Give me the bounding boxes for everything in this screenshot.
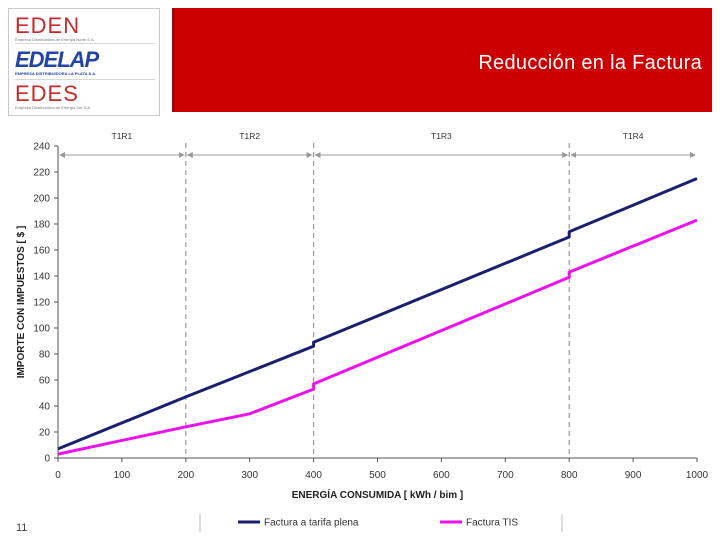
logo-divider bbox=[15, 79, 155, 80]
x-tick-label: 200 bbox=[177, 470, 194, 481]
x-tick-label: 0 bbox=[55, 470, 61, 481]
x-tick-label: 500 bbox=[369, 470, 386, 481]
edelap-logo-text: EDELAP bbox=[15, 47, 99, 72]
y-axis-title: IMPORTE CON IMPUESTOS [ $ ] bbox=[16, 226, 27, 379]
x-tick-label: 400 bbox=[305, 470, 322, 481]
logos-panel: EDEN Empresa Distribuidora de Energía No… bbox=[8, 8, 160, 116]
region-label: T1R3 bbox=[431, 131, 452, 141]
legend-label: Factura TIS bbox=[466, 518, 518, 529]
title-banner: Reducción en la Factura bbox=[172, 8, 712, 112]
eden-logo-text: EDEN bbox=[15, 13, 81, 38]
region-label: T1R4 bbox=[623, 131, 644, 141]
x-tick-label: 1000 bbox=[686, 470, 709, 481]
x-tick-label: 100 bbox=[114, 470, 131, 481]
region-label: T1R1 bbox=[112, 131, 133, 141]
y-tick-label: 160 bbox=[33, 246, 50, 257]
y-tick-label: 80 bbox=[39, 350, 51, 361]
y-tick-label: 220 bbox=[33, 168, 50, 179]
y-tick-label: 100 bbox=[33, 324, 50, 335]
y-tick-label: 120 bbox=[33, 298, 50, 309]
x-tick-label: 900 bbox=[625, 470, 642, 481]
x-tick-label: 700 bbox=[497, 470, 514, 481]
y-tick-label: 200 bbox=[33, 194, 50, 205]
series-line-tarifa-plena bbox=[57, 177, 698, 451]
x-axis-title: ENERGÍA CONSUMIDA [ kWh / bim ] bbox=[292, 488, 463, 501]
edelap-logo: EDELAP EMPRESA DISTRIBUIDORA LA PLATA S.… bbox=[15, 47, 99, 77]
y-tick-label: 140 bbox=[33, 272, 50, 283]
edelap-logo-subtitle: EMPRESA DISTRIBUIDORA LA PLATA S.A. bbox=[15, 71, 97, 76]
series-line-tis bbox=[57, 218, 698, 456]
logo-divider bbox=[15, 43, 155, 44]
eden-logo-subtitle: Empresa Distribuidora de Energía Norte S… bbox=[15, 37, 95, 42]
page-number: 11 bbox=[16, 522, 28, 534]
x-tick-label: 600 bbox=[433, 470, 450, 481]
region-label: T1R2 bbox=[239, 131, 260, 141]
x-tick-label: 300 bbox=[241, 470, 258, 481]
y-tick-label: 180 bbox=[33, 220, 50, 231]
edes-logo-subtitle: Empresa Distribuidora de Energía Sur S.A… bbox=[15, 105, 92, 110]
page-title: Reducción en la Factura bbox=[478, 52, 702, 74]
y-tick-label: 40 bbox=[39, 402, 51, 413]
edes-logo: EDES Empresa Distribuidora de Energía Su… bbox=[15, 81, 92, 111]
eden-logo: EDEN Empresa Distribuidora de Energía No… bbox=[15, 13, 95, 43]
x-tick-label: 800 bbox=[561, 470, 578, 481]
y-tick-label: 60 bbox=[39, 376, 51, 387]
y-tick-label: 20 bbox=[39, 428, 51, 439]
y-tick-label: 240 bbox=[33, 142, 50, 153]
edes-logo-text: EDES bbox=[15, 81, 79, 106]
legend-label: Factura a tarifa plena bbox=[264, 518, 359, 529]
y-tick-label: 0 bbox=[44, 454, 50, 465]
